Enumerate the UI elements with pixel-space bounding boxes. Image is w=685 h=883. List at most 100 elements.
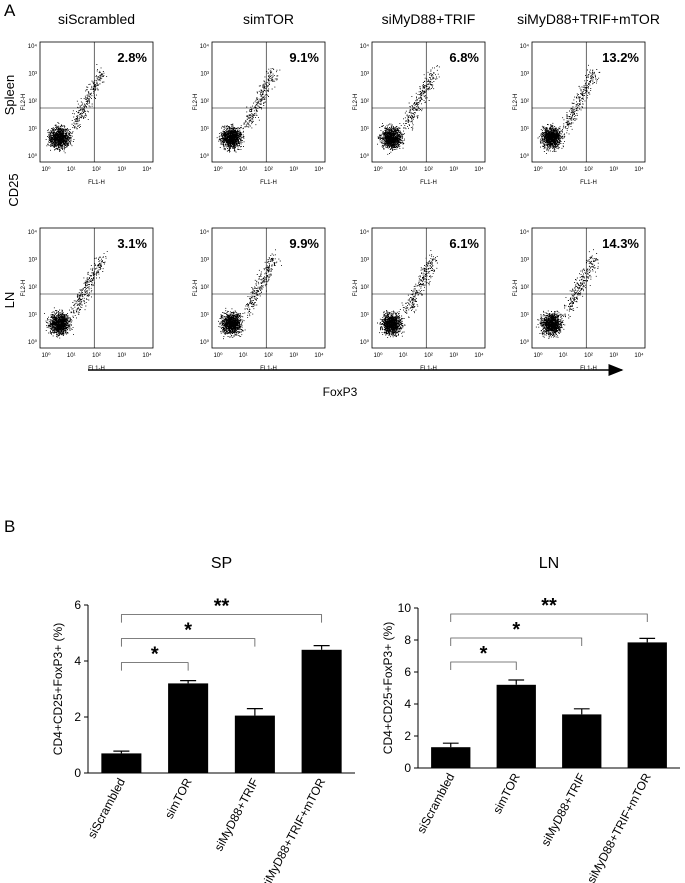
plot-tick-label: 10²: [360, 99, 369, 105]
plot-tick-label: 10⁴: [200, 43, 210, 50]
flow-plot-frame: [211, 227, 326, 349]
flow-plot-frame: [39, 227, 154, 349]
column-header: simTOR: [243, 11, 294, 27]
significance-label: *: [512, 619, 520, 641]
plot-tick-label: 10³: [609, 167, 618, 173]
error-bar: [313, 645, 330, 650]
plot-tick-label: 10⁴: [520, 43, 530, 50]
plot-tick-label: 10²: [520, 99, 529, 105]
plot-tick-label: 10³: [360, 258, 369, 264]
plot-x-label: FL1-H: [580, 366, 597, 372]
plot-tick-label: 10¹: [399, 167, 408, 173]
significance-bracket: [450, 661, 517, 670]
quadrant-percent: 3.1%: [117, 236, 147, 251]
y-tick-label: 0: [74, 766, 81, 780]
significance-label: *: [480, 643, 488, 665]
significance-label: *: [151, 644, 159, 666]
plot-tick-label: 10³: [117, 167, 126, 173]
plot-tick-label: 10¹: [399, 353, 408, 359]
quadrant-percent: 9.9%: [289, 236, 319, 251]
flow-dots: [377, 65, 440, 155]
error-bar: [246, 708, 263, 716]
plot-tick-label: 10¹: [559, 167, 568, 173]
plot-tick-label: 10²: [92, 167, 101, 173]
bar: [627, 642, 667, 768]
plot-tick-label: 10¹: [520, 127, 529, 133]
plot-tick-label: 10²: [424, 353, 433, 359]
plot-tick-label: 10⁰: [533, 166, 543, 173]
plot-tick-label: 10⁴: [634, 166, 644, 173]
plot-tick-label: 10⁰: [533, 352, 543, 359]
plot-tick-label: 10⁰: [520, 339, 530, 346]
plot-tick-label: 10⁴: [314, 352, 324, 359]
significance-label: *: [184, 620, 192, 642]
plot-tick-label: 10⁰: [520, 153, 530, 160]
plot-tick-label: 10¹: [239, 353, 248, 359]
flow-plot-frame: [371, 41, 486, 163]
y-marker: CD25: [6, 173, 21, 206]
plot-tick-label: 10⁰: [373, 352, 383, 359]
plot-tick-label: 10¹: [559, 353, 568, 359]
significance-bracket: [450, 613, 648, 622]
flow-plot-frame: [531, 227, 646, 349]
plot-tick-label: 10³: [520, 258, 529, 264]
plot-x-label: FL1-H: [580, 180, 597, 186]
plot-tick-label: 10¹: [67, 353, 76, 359]
plot-tick-label: 10⁴: [360, 43, 370, 50]
quadrant-percent: 2.8%: [117, 50, 147, 65]
plot-tick-label: 10³: [609, 353, 618, 359]
plot-tick-label: 10²: [520, 285, 529, 291]
plot-tick-label: 10³: [289, 353, 298, 359]
plot-tick-label: 10¹: [28, 127, 37, 133]
plot-y-label: FL2-H: [353, 280, 359, 297]
plot-tick-label: 10³: [449, 353, 458, 359]
plot-x-label: FL1-H: [88, 366, 105, 372]
quadrant-percent: 9.1%: [289, 50, 319, 65]
x-tick-label: simTOR: [490, 771, 523, 817]
y-tick-label: 2: [74, 710, 81, 724]
x-axis-label: FoxP3: [323, 385, 358, 399]
plot-tick-label: 10³: [289, 167, 298, 173]
plot-tick-label: 10⁴: [200, 229, 210, 236]
plot-tick-label: 10¹: [28, 313, 37, 319]
y-tick-label: 0: [404, 761, 411, 775]
plot-tick-label: 10²: [424, 167, 433, 173]
y-tick-label: 6: [404, 665, 411, 679]
x-tick-label: siMyD88+TRIF: [538, 771, 588, 849]
plot-tick-label: 10⁰: [213, 166, 223, 173]
y-tick-label: 8: [404, 633, 411, 647]
row-label: Spleen: [2, 75, 17, 115]
panel-label: A: [4, 1, 16, 20]
plot-tick-label: 10⁰: [41, 166, 51, 173]
significance-bracket: [120, 662, 189, 671]
x-tick-label: siMyD88+TRIF+mTOR: [584, 771, 654, 883]
plot-tick-label: 10³: [200, 72, 209, 78]
plot-tick-label: 10¹: [67, 167, 76, 173]
x-tick-label: siMyD88+TRIF+mTOR: [258, 776, 328, 883]
plot-tick-label: 10³: [200, 258, 209, 264]
significance-label: **: [214, 596, 230, 618]
plot-tick-label: 10²: [264, 167, 273, 173]
plot-tick-label: 10¹: [239, 167, 248, 173]
y-axis-label: CD4+CD25+FoxP3+ (%): [381, 622, 395, 754]
bar: [562, 714, 602, 768]
significance-label: **: [541, 595, 557, 617]
plot-tick-label: 10⁰: [28, 153, 38, 160]
plot-tick-label: 10⁴: [142, 352, 152, 359]
plot-x-label: FL1-H: [260, 180, 277, 186]
plot-tick-label: 10²: [28, 99, 37, 105]
plot-tick-label: 10¹: [520, 313, 529, 319]
bar: [234, 715, 275, 773]
plot-tick-label: 10²: [584, 353, 593, 359]
plot-tick-label: 10²: [264, 353, 273, 359]
bar: [496, 684, 536, 768]
plot-x-label: FL1-H: [88, 180, 105, 186]
plot-tick-label: 10¹: [200, 313, 209, 319]
plot-tick-label: 10⁰: [373, 166, 383, 173]
plot-tick-label: 10⁰: [41, 352, 51, 359]
plot-tick-label: 10⁰: [213, 352, 223, 359]
error-bar: [113, 750, 130, 754]
quadrant-percent: 14.3%: [602, 236, 639, 251]
x-tick-label: simTOR: [162, 776, 195, 822]
